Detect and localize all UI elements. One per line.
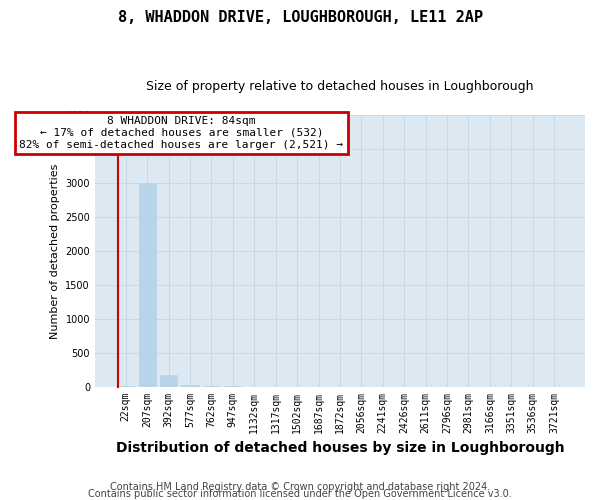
Bar: [160, 375, 177, 386]
X-axis label: Distribution of detached houses by size in Loughborough: Distribution of detached houses by size …: [116, 441, 564, 455]
Bar: [139, 183, 156, 386]
Y-axis label: Number of detached properties: Number of detached properties: [50, 163, 60, 338]
Text: 8, WHADDON DRIVE, LOUGHBOROUGH, LE11 2AP: 8, WHADDON DRIVE, LOUGHBOROUGH, LE11 2AP: [118, 10, 482, 25]
Text: Contains public sector information licensed under the Open Government Licence v3: Contains public sector information licen…: [88, 489, 512, 499]
Title: Size of property relative to detached houses in Loughborough: Size of property relative to detached ho…: [146, 80, 533, 93]
Text: 8 WHADDON DRIVE: 84sqm
← 17% of detached houses are smaller (532)
82% of semi-de: 8 WHADDON DRIVE: 84sqm ← 17% of detached…: [19, 116, 343, 150]
Text: Contains HM Land Registry data © Crown copyright and database right 2024.: Contains HM Land Registry data © Crown c…: [110, 482, 490, 492]
